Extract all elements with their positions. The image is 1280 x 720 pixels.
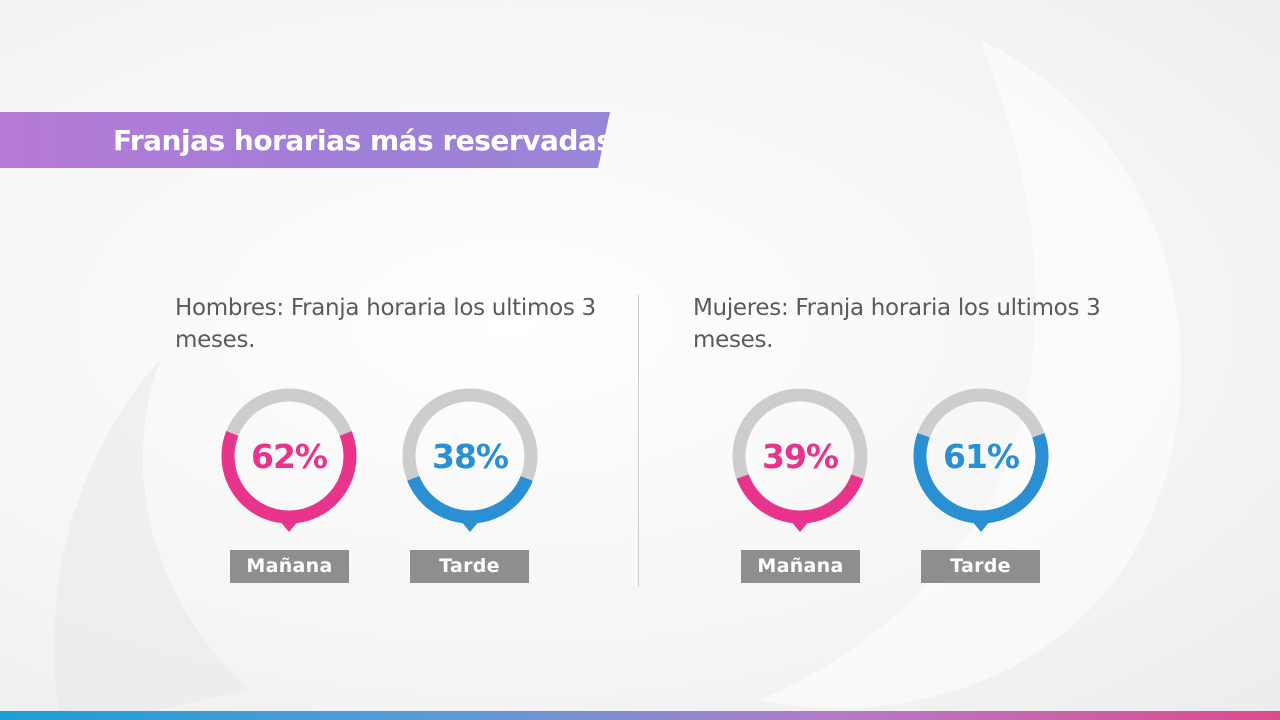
donut-mujeres-tarde	[913, 388, 1049, 532]
gauge-label-manana: Mañana	[230, 550, 349, 583]
gauge-label-tarde: Tarde	[921, 550, 1040, 583]
donut-pointer	[279, 520, 299, 532]
donut-hombres-manana	[221, 388, 357, 532]
gauge-hombres-tarde: 38%	[400, 386, 560, 546]
percent-value: 39%	[762, 437, 839, 476]
percent-value: 61%	[943, 437, 1020, 476]
gauge-label-tarde: Tarde	[410, 550, 529, 583]
title-banner: Franjas horarias más reservadas	[0, 112, 610, 168]
donut-mujeres-manana	[732, 388, 868, 532]
gauge-hombres-manana: 62%	[219, 386, 379, 546]
gauge-mujeres-tarde: 61%	[911, 386, 1071, 546]
donut-pointer	[790, 520, 810, 532]
page-title: Franjas horarias más reservadas	[113, 124, 613, 157]
donut-pointer	[460, 520, 480, 532]
percent-value: 62%	[251, 437, 328, 476]
gauge-mujeres-manana: 39%	[730, 386, 890, 546]
donut-segment-manana	[732, 388, 868, 524]
panel-title-hombres: Hombres: Franja horaria los ultimos 3 me…	[175, 295, 596, 353]
percent-value: 38%	[432, 437, 509, 476]
donut-hombres-tarde	[402, 388, 538, 532]
donut-segment-manana	[221, 388, 357, 524]
gauge-label-manana: Mañana	[741, 550, 860, 583]
donut-segment-tarde	[402, 388, 538, 524]
donut-pointer	[971, 520, 991, 532]
bottom-gradient-bar	[0, 711, 1280, 720]
panel-divider	[638, 295, 639, 587]
panel-title-mujeres: Mujeres: Franja horaria los ultimos 3 me…	[693, 295, 1101, 353]
